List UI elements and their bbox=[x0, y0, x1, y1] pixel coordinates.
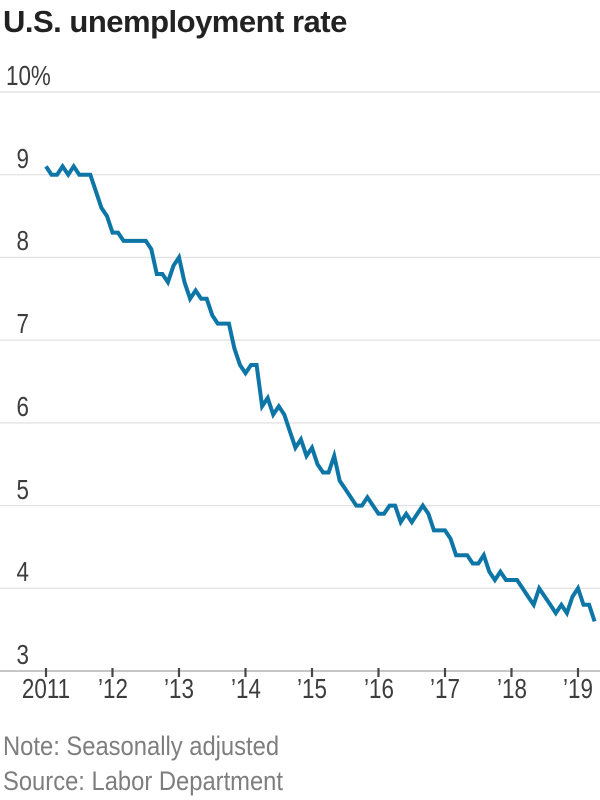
chart-title: U.S. unemployment rate bbox=[3, 4, 347, 39]
x-axis-label-2011: 2011 bbox=[21, 673, 71, 704]
x-axis-label-19: ’19 bbox=[563, 673, 593, 704]
x-axis-label-12: ’12 bbox=[97, 673, 128, 704]
x-axis-label-14: ’14 bbox=[230, 673, 261, 704]
y-axis-label-5: 5 bbox=[16, 474, 29, 505]
x-axis-label-17: ’17 bbox=[430, 673, 460, 704]
y-axis-label-10: 10% bbox=[6, 60, 51, 91]
y-axis-label-4: 4 bbox=[16, 556, 29, 587]
y-axis-label-9: 9 bbox=[16, 143, 29, 174]
y-axis-label-8: 8 bbox=[16, 225, 29, 256]
y-axis-label-7: 7 bbox=[16, 308, 29, 339]
x-axis-label-18: ’18 bbox=[496, 673, 527, 704]
y-axis-label-6: 6 bbox=[16, 391, 29, 422]
chart-note: Note: Seasonally adjusted bbox=[3, 731, 280, 761]
x-axis-label-13: ’13 bbox=[164, 673, 194, 704]
chart-source: Source: Labor Department bbox=[3, 766, 284, 796]
unemployment-rate-line bbox=[44, 162, 597, 623]
x-axis-label-15: ’15 bbox=[297, 673, 327, 704]
x-axis-label-16: ’16 bbox=[363, 673, 394, 704]
y-axis-label-3: 3 bbox=[16, 639, 29, 670]
